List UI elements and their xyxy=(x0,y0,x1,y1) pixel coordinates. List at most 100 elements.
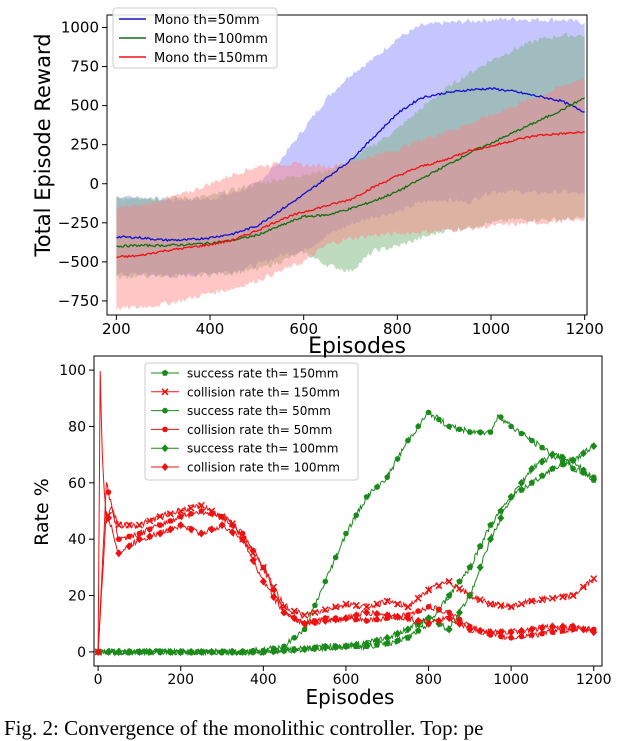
rate-marker-6 xyxy=(311,618,319,627)
rate-marker-6 xyxy=(290,614,298,623)
rate-marker-2 xyxy=(373,600,381,608)
reward-y-tick-label: 750 xyxy=(70,58,99,76)
rate-marker-2 xyxy=(177,507,185,515)
rate-marker-6 xyxy=(301,619,309,628)
rate-marker-6 xyxy=(517,626,525,635)
reward-x-axis-label: Episodes xyxy=(308,334,406,359)
rate-marker-2 xyxy=(311,608,319,616)
rate-marker-6 xyxy=(363,608,371,617)
rate-marker-6 xyxy=(332,615,340,624)
rate-marker-5 xyxy=(218,647,226,656)
rate-marker-5 xyxy=(259,647,267,656)
reward-line-2 xyxy=(116,97,586,248)
reward-plot-frame xyxy=(106,14,588,316)
rate-marker-6 xyxy=(197,529,205,538)
rate-x-tick-label: 800 xyxy=(415,672,442,688)
rate-marker-6 xyxy=(528,625,536,634)
rate-marker-5 xyxy=(249,647,257,656)
rate-marker-6 xyxy=(394,612,402,621)
rate-marker-6 xyxy=(104,514,112,523)
rate-x-tick-label: 1000 xyxy=(493,672,529,688)
rate-marker-1 xyxy=(404,634,412,641)
rate-marker-2 xyxy=(197,501,205,509)
rate-marker-2 xyxy=(476,596,484,604)
rate-marker-2 xyxy=(445,577,453,585)
rate-marker-3 xyxy=(498,414,504,420)
rate-marker-2 xyxy=(538,596,546,604)
rate-marker-3 xyxy=(394,456,401,462)
rate-marker-4 xyxy=(198,508,205,514)
rate-marker-5 xyxy=(290,645,298,654)
rate-marker-3 xyxy=(425,409,432,416)
rate-marker-4 xyxy=(146,526,153,533)
rate-marker-4 xyxy=(363,618,370,624)
rate-marker-6 xyxy=(414,616,422,625)
rate-marker-6 xyxy=(239,535,247,544)
rate-marker-3 xyxy=(415,423,422,430)
rate-marker-5 xyxy=(569,456,577,465)
reward-y-axis-label: Total Episode Reward xyxy=(31,33,55,257)
rate-legend-label: success rate th= 100mm xyxy=(187,442,338,456)
rate-legend-label: collision rate th= 100mm xyxy=(187,461,340,475)
rate-marker-2 xyxy=(425,586,433,594)
rate-marker-5 xyxy=(383,633,391,642)
rate-marker-5 xyxy=(456,608,464,617)
rate-legend-label: success rate th= 150mm xyxy=(187,367,338,381)
rate-marker-5 xyxy=(332,642,340,651)
rate-y-tick-label: 20 xyxy=(68,589,86,605)
rate-marker-1 xyxy=(518,486,525,493)
rate-x-axis-label: Episodes xyxy=(306,685,395,709)
rate-marker-2 xyxy=(115,521,123,529)
rate-marker-5 xyxy=(280,646,288,655)
rate-marker-1 xyxy=(487,521,494,528)
rate-marker-3 xyxy=(570,465,576,472)
rate-marker-6 xyxy=(404,614,412,623)
rate-plot-frame xyxy=(93,355,603,667)
rate-marker-1 xyxy=(476,542,484,549)
rate-legend-label: success rate th= 50mm xyxy=(187,404,331,418)
rate-marker-3 xyxy=(281,643,287,650)
rate-marker-1 xyxy=(394,637,401,644)
rate-marker-3 xyxy=(332,554,339,561)
rate-marker-6 xyxy=(166,525,174,534)
reward-y-tick-label: −750 xyxy=(58,292,99,310)
rate-marker-2 xyxy=(187,504,195,512)
rate-marker-2 xyxy=(332,603,340,611)
rate-marker-6 xyxy=(156,529,164,538)
rate-marker-5 xyxy=(528,464,536,473)
reward-x-tick-label: 1000 xyxy=(472,320,510,338)
rate-marker-5 xyxy=(239,647,247,656)
rate-marker-3 xyxy=(590,474,597,480)
rate-marker-6 xyxy=(590,628,598,637)
rate-x-tick-label: 1200 xyxy=(576,672,612,688)
rate-marker-4 xyxy=(167,518,174,524)
rate-legend: success rate th= 150mm collision rate th=… xyxy=(144,362,359,481)
rate-marker-6 xyxy=(548,622,556,631)
rate-x-tick-label: 200 xyxy=(167,672,194,688)
rate-legend-label: collision rate th= 150mm xyxy=(187,385,340,399)
rate-marker-6 xyxy=(187,525,195,534)
rate-marker-5 xyxy=(177,647,185,656)
figure: 200 400 600 800 1000 1200−750−500−25002505007… xyxy=(31,7,612,709)
rate-y-axis-label: Rate % xyxy=(31,478,53,546)
reward-y-tick-label: −250 xyxy=(58,214,99,232)
reward-y-tick-label: 250 xyxy=(70,136,99,154)
rate-marker-4 xyxy=(136,530,143,537)
rate-marker-5 xyxy=(197,647,205,656)
rate-marker-5 xyxy=(115,647,123,656)
rate-marker-6 xyxy=(497,628,505,637)
rate-marker-6 xyxy=(373,609,381,618)
rate-marker-6 xyxy=(208,525,216,534)
rate-marker-6 xyxy=(486,628,494,637)
reward-line-1 xyxy=(116,86,585,242)
rate-marker-3 xyxy=(374,484,380,490)
rate-marker-2 xyxy=(414,594,422,602)
rate-marker-2 xyxy=(507,603,515,611)
rate-marker-4 xyxy=(498,633,504,640)
rate-marker-2 xyxy=(363,603,371,611)
rate-marker-3 xyxy=(508,423,514,430)
rate-legend-marker xyxy=(161,444,169,453)
rate-marker-5 xyxy=(156,647,164,656)
rate-marker-5 xyxy=(507,492,515,501)
rate-marker-6 xyxy=(249,556,257,565)
